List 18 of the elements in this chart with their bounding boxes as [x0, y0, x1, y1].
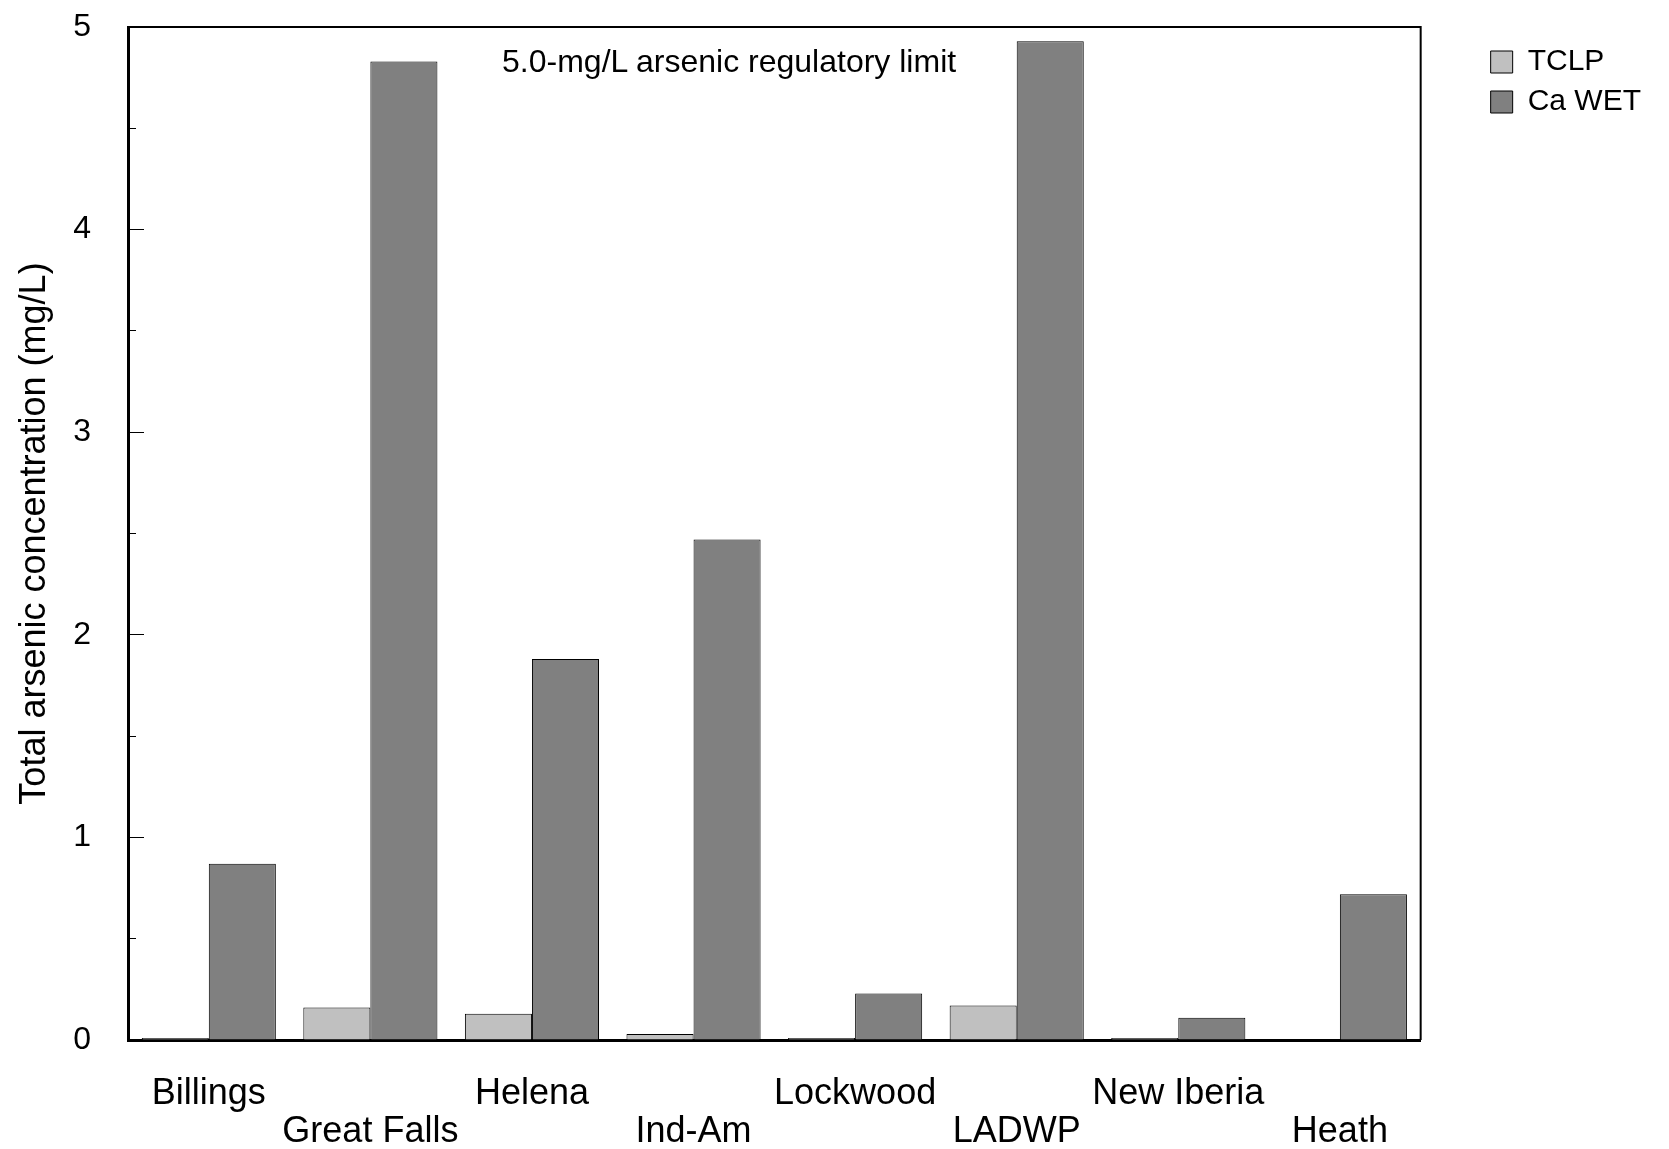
x-tick-label: Billings: [151, 1070, 266, 1112]
x-tick-label: Heath: [1291, 1108, 1388, 1149]
ref-line-label: 5.0-mg/L arsenic regulatory limit: [502, 42, 957, 79]
legend-label: TCLP: [1527, 43, 1605, 77]
x-tick-label: LADWP: [952, 1108, 1081, 1149]
y-axis-title: Total arsenic concentration (mg/L): [11, 262, 53, 805]
x-tick-label: Lockwood: [774, 1070, 937, 1112]
y-tick-label: 5: [73, 6, 91, 43]
y-tick-label: 4: [73, 209, 91, 246]
x-tick-label: Helena: [474, 1070, 590, 1112]
x-tick-label: Great Falls: [282, 1108, 459, 1149]
x-tick-label: New Iberia: [1092, 1070, 1266, 1112]
y-tick-label: 0: [73, 1019, 91, 1056]
legend-label: Ca WET: [1527, 83, 1642, 117]
y-tick-label: 3: [73, 412, 91, 449]
x-tick-label: Ind-Am: [635, 1108, 752, 1149]
y-tick-label: 1: [73, 817, 91, 854]
y-tick-label: 2: [73, 614, 91, 651]
